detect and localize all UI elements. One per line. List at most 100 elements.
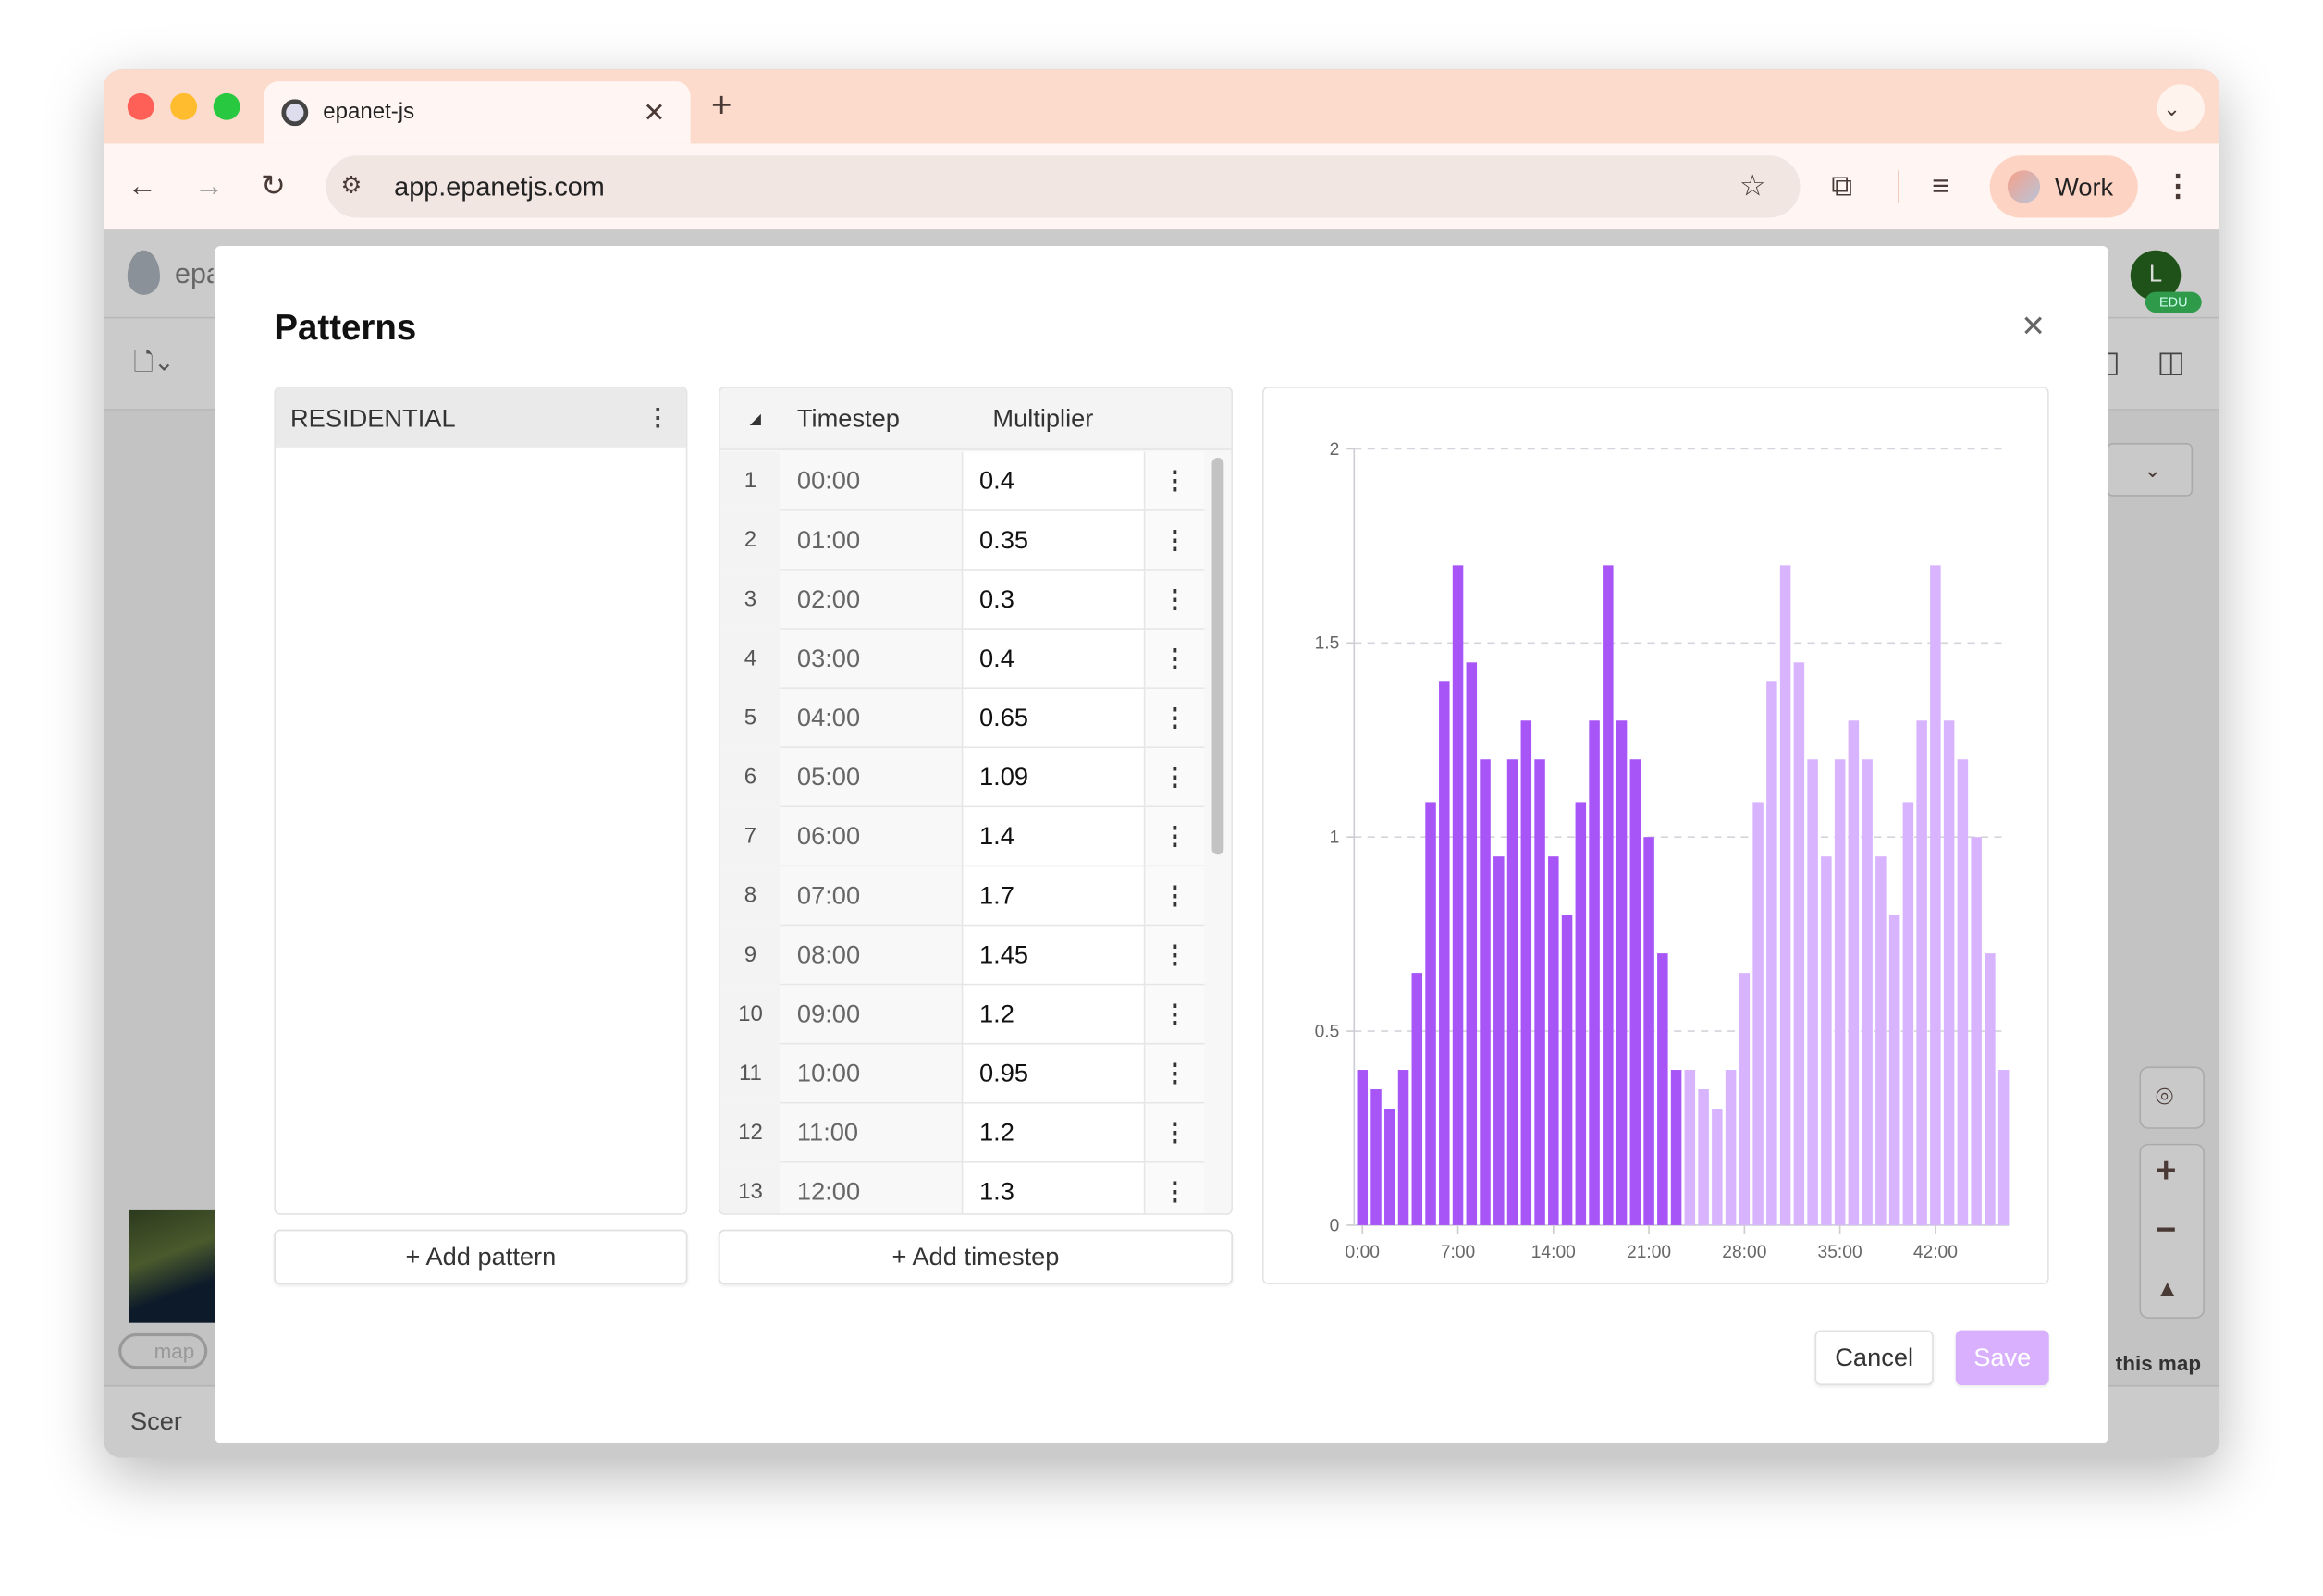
timestep-cell[interactable]: 12:00 — [780, 1162, 964, 1214]
zoom-controls: + − ▲ — [2139, 1143, 2205, 1319]
row-menu-icon[interactable]: ⋮ — [1145, 807, 1205, 867]
tab-search-button[interactable]: ⌄ — [2157, 84, 2205, 132]
app-logo-text: epa — [175, 259, 214, 291]
row-menu-icon[interactable]: ⋮ — [1145, 451, 1205, 511]
row-index[interactable]: 2 — [719, 510, 781, 571]
multiplier-cell[interactable]: 1.09 — [963, 748, 1146, 808]
pattern-item[interactable]: RESIDENTIAL ⋮ — [275, 387, 686, 448]
row-menu-icon[interactable]: ⋮ — [1145, 926, 1205, 986]
row-index[interactable]: 8 — [719, 866, 781, 927]
pattern-menu-icon[interactable]: ⋮ — [645, 405, 670, 432]
scrollbar-track[interactable] — [1204, 451, 1232, 1214]
row-menu-icon[interactable]: ⋮ — [1145, 570, 1205, 630]
bar — [1561, 915, 1573, 1225]
bar — [1589, 720, 1600, 1225]
row-index[interactable]: 5 — [719, 688, 781, 749]
row-menu-icon[interactable]: ⋮ — [1145, 866, 1205, 927]
browser-tab[interactable]: epanet-js ✕ — [264, 81, 691, 144]
multiplier-cell[interactable]: 0.4 — [963, 451, 1146, 511]
zoom-in-icon[interactable]: + — [2156, 1150, 2177, 1192]
row-index[interactable]: 7 — [719, 807, 781, 867]
zoom-out-icon[interactable]: − — [2156, 1209, 2177, 1251]
bar — [1793, 662, 1805, 1225]
bar — [1848, 720, 1860, 1225]
layer-select[interactable]: ⌄ — [2107, 443, 2194, 497]
row-index[interactable]: 13 — [719, 1162, 781, 1214]
address-bar[interactable]: ⚙ app.epanetjs.com ☆ — [326, 155, 1801, 218]
row-index[interactable]: 10 — [719, 985, 781, 1045]
minimize-window-button[interactable] — [170, 92, 198, 120]
multiplier-cell[interactable]: 1.4 — [963, 807, 1146, 867]
row-index[interactable]: 11 — [719, 1044, 781, 1104]
cancel-button[interactable]: Cancel — [1814, 1330, 1934, 1385]
multiplier-cell[interactable]: 0.95 — [963, 1044, 1146, 1104]
add-pattern-button[interactable]: + Add pattern — [274, 1229, 688, 1285]
scenarios-label[interactable]: Scer — [129, 1406, 183, 1436]
bookmark-star-icon[interactable]: ☆ — [1739, 170, 1766, 203]
select-all-corner-icon[interactable]: ◢ — [749, 411, 762, 429]
timestep-cell[interactable]: 11:00 — [780, 1103, 964, 1163]
row-index[interactable]: 4 — [719, 629, 781, 689]
row-menu-icon[interactable]: ⋮ — [1145, 688, 1205, 749]
timestep-cell[interactable]: 06:00 — [780, 807, 964, 867]
locate-button[interactable]: ⌾ — [2139, 1066, 2205, 1129]
forward-icon[interactable]: → — [193, 170, 224, 203]
timestep-cell[interactable]: 09:00 — [780, 985, 964, 1045]
row-menu-icon[interactable]: ⋮ — [1145, 629, 1205, 689]
multiplier-cell[interactable]: 0.4 — [963, 629, 1146, 689]
multiplier-cell[interactable]: 0.35 — [963, 510, 1146, 571]
scrollbar-thumb[interactable] — [1211, 458, 1224, 855]
row-menu-icon[interactable]: ⋮ — [1145, 1044, 1205, 1104]
timestep-cell[interactable]: 04:00 — [780, 688, 964, 749]
save-button[interactable]: Save — [1955, 1330, 2049, 1385]
multiplier-cell[interactable]: 1.2 — [963, 985, 1146, 1045]
row-index[interactable]: 12 — [719, 1103, 781, 1163]
timestep-cell[interactable]: 03:00 — [780, 629, 964, 689]
add-timestep-button[interactable]: + Add timestep — [719, 1229, 1233, 1285]
row-index[interactable]: 6 — [719, 748, 781, 808]
x-tick-label: 35:00 — [1818, 1243, 1862, 1262]
multiplier-cell[interactable]: 0.65 — [963, 688, 1146, 749]
row-menu-icon[interactable]: ⋮ — [1145, 748, 1205, 808]
reload-icon[interactable]: ↻ — [260, 170, 286, 203]
multiplier-cell[interactable]: 1.45 — [963, 926, 1146, 986]
extensions-icon[interactable]: ⧉ — [1831, 170, 1853, 203]
row-index[interactable]: 9 — [719, 926, 781, 986]
bar — [1657, 953, 1668, 1225]
multiplier-cell[interactable]: 1.2 — [963, 1103, 1146, 1163]
multiplier-cell[interactable]: 1.3 — [963, 1162, 1146, 1214]
compass-icon[interactable]: ▲ — [2156, 1277, 2180, 1303]
browser-menu-icon[interactable]: ⋮ — [2163, 170, 2194, 203]
row-menu-icon[interactable]: ⋮ — [1145, 510, 1205, 571]
back-icon[interactable]: ← — [127, 170, 157, 203]
panel-right-icon[interactable]: ◫ — [2157, 346, 2185, 380]
row-index[interactable]: 1 — [719, 451, 781, 511]
multiplier-cell[interactable]: 1.7 — [963, 866, 1146, 927]
timestep-cell[interactable]: 10:00 — [780, 1044, 964, 1104]
close-dialog-icon[interactable]: ✕ — [2021, 311, 2046, 344]
profile-button[interactable]: Work — [1989, 155, 2138, 218]
close-tab-icon[interactable]: ✕ — [643, 97, 666, 128]
map-attribution[interactable]: this map — [2115, 1351, 2202, 1375]
timestep-table: ◢ Timestep Multiplier 1 00:00 0.4 ⋮ 2 01:… — [719, 387, 1233, 1215]
site-settings-icon[interactable]: ⚙ — [340, 173, 363, 199]
timestep-cell[interactable]: 08:00 — [780, 926, 964, 986]
maximize-window-button[interactable] — [213, 92, 240, 120]
close-window-button[interactable] — [127, 92, 154, 120]
timestep-cell[interactable]: 07:00 — [780, 866, 964, 927]
timestep-cell[interactable]: 00:00 — [780, 451, 964, 511]
timestep-cell[interactable]: 05:00 — [780, 748, 964, 808]
timestep-cell[interactable]: 01:00 — [780, 510, 964, 571]
media-control-icon[interactable]: ≡ — [1932, 170, 1949, 203]
row-menu-icon[interactable]: ⋮ — [1145, 985, 1205, 1045]
bar — [1779, 565, 1791, 1225]
row-index[interactable]: 3 — [719, 570, 781, 630]
new-tab-icon[interactable]: + — [711, 85, 732, 127]
row-menu-icon[interactable]: ⋮ — [1145, 1162, 1205, 1214]
satellite-thumbnail[interactable] — [129, 1209, 218, 1323]
multiplier-cell[interactable]: 0.3 — [963, 570, 1146, 630]
new-file-icon[interactable]: 🗋⌄ — [133, 348, 175, 376]
row-menu-icon[interactable]: ⋮ — [1145, 1103, 1205, 1163]
table-row: 3 02:00 0.3 ⋮ — [719, 570, 1205, 630]
timestep-cell[interactable]: 02:00 — [780, 570, 964, 630]
